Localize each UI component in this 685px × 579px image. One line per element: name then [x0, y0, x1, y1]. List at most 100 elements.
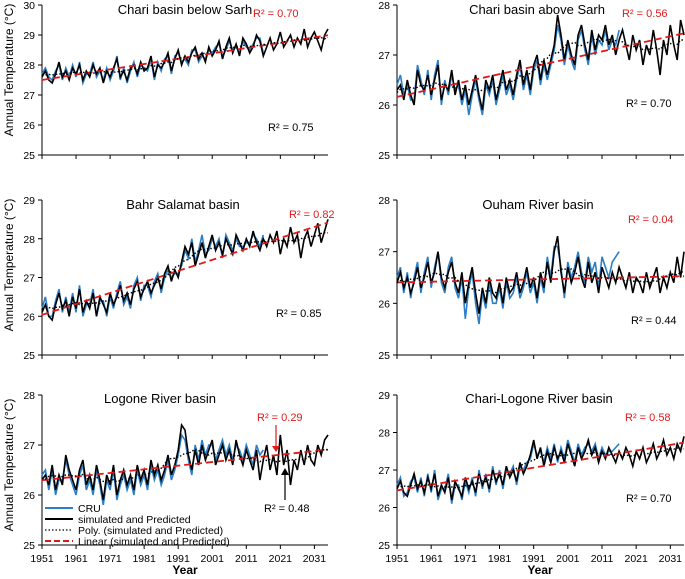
r2-linear-label: R² = 0.82 [289, 209, 335, 221]
series-poly-trend [42, 231, 329, 310]
series-simulated [396, 14, 685, 111]
y-tick-label: 28 [378, 428, 390, 440]
panel-chari-below-sarh: Chari basin below Sarh R² = 0.70 R² = 0.… [23, 0, 329, 162]
y-tick-label: 25 [23, 150, 35, 162]
series-linear-trend [396, 275, 685, 284]
y-tick-label: 25 [23, 350, 35, 362]
series-linear-trend [396, 32, 685, 98]
series-cru [396, 245, 620, 325]
panel-title: Ouham River basin [482, 197, 593, 212]
y-tick-label: 27 [23, 273, 35, 285]
y-tick-label: 25 [378, 540, 390, 552]
y-tick-label: 28 [378, 195, 390, 207]
panel-logone: Logone River basin R² = 0.29 R² = 0.48 2… [23, 390, 329, 565]
x-tick-label: 1991 [522, 553, 546, 565]
y-tick-label: 26 [23, 311, 35, 323]
series-simulated [396, 436, 685, 501]
r2-linear-label: R² = 0.04 [628, 214, 674, 226]
y-tick-label: 26 [23, 490, 35, 502]
panel-chari-logone: Chari-Logone River basin R² = 0.58 R² = … [378, 390, 685, 565]
y-tick-label: 28 [23, 234, 35, 246]
y-tick-label: 25 [378, 150, 390, 162]
y-tick-label: 29 [23, 195, 35, 207]
logone-annotations [272, 425, 289, 500]
series-linear-trend [396, 441, 685, 492]
y-axis-label: Annual Temperature (°C) [2, 4, 16, 137]
y-axis-label: Annual Temperature (°C) [2, 199, 16, 332]
y-tick-label: 26 [378, 100, 390, 112]
x-tick-label: 2031 [303, 553, 327, 565]
y-tick-label: 28 [23, 60, 35, 72]
panel-title: Chari-Logone River basin [465, 391, 612, 406]
r2-linear-label: R² = 0.56 [622, 8, 668, 20]
x-tick-label: 1991 [167, 553, 191, 565]
series-poly-trend [41, 36, 329, 76]
panel-chari-above-sarh: Chari basin above Sarh R² = 0.56 R² = 0.… [378, 0, 685, 162]
panel-ouham: Ouham River basin R² = 0.04 R² = 0.44 25… [378, 195, 685, 362]
y-tick-label: 27 [23, 440, 35, 452]
x-tick-label: 1961 [419, 553, 443, 565]
series-cru [396, 24, 620, 116]
y-tick-label: 27 [378, 247, 390, 259]
y-tick-label: 26 [23, 120, 35, 132]
r2-poly-arrowhead [281, 468, 289, 475]
series-simulated [396, 236, 685, 314]
r2-poly-label: R² = 0.85 [276, 308, 322, 320]
r2-poly-label: R² = 0.48 [264, 503, 310, 515]
x-axis-label: Year [527, 563, 553, 577]
x-tick-label: 2031 [659, 553, 683, 565]
r2-poly-label: R² = 0.70 [626, 98, 672, 110]
panel-title: Chari basin above Sarh [469, 2, 605, 17]
x-tick-label: 2011 [591, 553, 614, 565]
y-tick-label: 27 [23, 90, 35, 102]
series-simulated [41, 28, 329, 85]
legend-label-linear: Linear (simulated and Predicted) [78, 536, 230, 548]
x-tick-label: 2021 [269, 553, 293, 565]
y-tick-label: 29 [378, 390, 390, 402]
y-tick-label: 28 [23, 390, 35, 402]
x-tick-label: 2001 [201, 553, 225, 565]
series-poly-trend [396, 446, 685, 489]
y-tick-label: 25 [23, 540, 35, 552]
r2-poly-label: R² = 0.70 [626, 493, 672, 505]
series-poly-trend [41, 448, 329, 483]
x-axis-label: Year [172, 563, 198, 577]
legend-label-poly: Poly. (simulated and Predicted) [78, 525, 223, 537]
x-tick-label: 1961 [64, 553, 88, 565]
x-tick-label: 1951 [30, 553, 54, 565]
series-linear-trend [41, 448, 329, 482]
r2-linear-label: R² = 0.58 [625, 412, 671, 424]
series-cru [41, 432, 264, 506]
panel-title: Chari basin below Sarh [118, 2, 252, 17]
series-linear-trend [41, 221, 329, 316]
y-tick-label: 27 [378, 50, 390, 62]
panel-title: Logone River basin [104, 391, 216, 406]
x-tick-label: 1981 [132, 553, 156, 565]
x-tick-label: 1951 [385, 553, 409, 565]
legend: CRU simulated and Predicted Poly. (simul… [45, 503, 230, 548]
series-simulated [41, 219, 329, 322]
panel-bahr-salamat: Bahr Salamat basin R² = 0.82 R² = 0.85 2… [23, 195, 334, 362]
x-tick-label: 1971 [454, 553, 478, 565]
legend-label-cru: CRU [78, 503, 101, 515]
r2-linear-label: R² = 0.70 [253, 8, 299, 20]
y-tick-label: 30 [23, 0, 35, 12]
x-tick-label: 2021 [624, 553, 648, 565]
r2-linear-label: R² = 0.29 [257, 412, 303, 424]
x-tick-label: 2011 [235, 553, 258, 565]
y-tick-label: 28 [378, 0, 390, 12]
y-tick-label: 25 [378, 350, 390, 362]
y-tick-label: 27 [378, 465, 390, 477]
y-tick-label: 26 [378, 298, 390, 310]
series-poly-trend [396, 267, 685, 294]
x-tick-label: 1971 [98, 553, 122, 565]
legend-label-simulated: simulated and Predicted [78, 514, 191, 526]
r2-linear-arrowhead [272, 446, 280, 452]
x-tick-label: 2001 [556, 553, 580, 565]
r2-poly-label: R² = 0.44 [631, 315, 677, 327]
y-axis-label: Annual Temperature (°C) [2, 399, 16, 532]
y-tick-label: 26 [378, 503, 390, 515]
y-tick-label: 29 [23, 30, 35, 42]
r2-poly-label: R² = 0.75 [268, 122, 314, 134]
